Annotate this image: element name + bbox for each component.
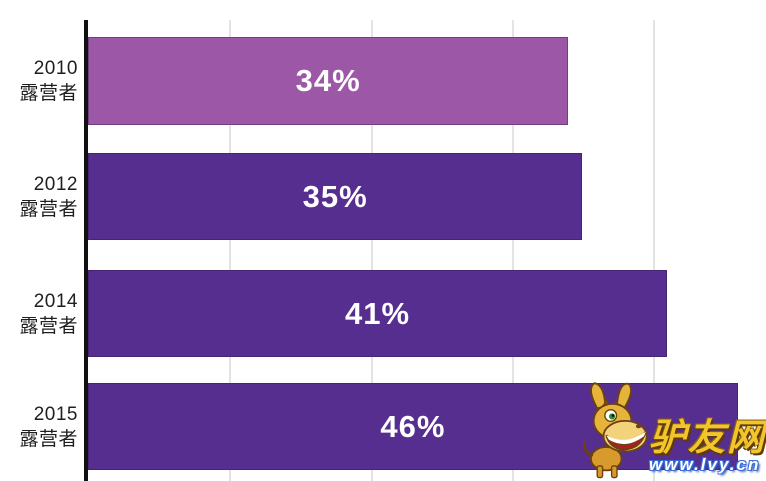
gridline-20pct xyxy=(370,20,373,481)
category-group: 露营者 xyxy=(19,315,78,337)
bar-2012: 35% xyxy=(88,153,583,240)
category-group: 露营者 xyxy=(19,83,78,104)
bar-value-label: 41% xyxy=(345,295,411,331)
category-year: 2012 xyxy=(33,173,78,195)
donkey-mascot-icon xyxy=(582,382,648,479)
bar-value-label: 34% xyxy=(295,63,361,98)
category-label-2012: 2012 露营者 xyxy=(0,153,78,240)
site-name: 驴友网 xyxy=(649,417,766,458)
y-axis-line xyxy=(84,20,88,481)
category-label-2015: 2015 露营者 xyxy=(0,383,78,470)
category-group: 露营者 xyxy=(19,428,78,450)
bar-2014: 41% xyxy=(88,270,668,357)
category-label-2010: 2010 露营者 xyxy=(0,37,78,125)
site-url: www.lvy.cn xyxy=(649,455,761,474)
category-label-2014: 2014 露营者 xyxy=(0,270,78,357)
category-year: 2015 xyxy=(33,403,78,425)
category-group: 露营者 xyxy=(19,198,78,220)
gridline-30pct xyxy=(511,20,514,481)
bar-2010: 34% xyxy=(88,37,569,125)
category-year: 2014 xyxy=(33,290,78,312)
bar-value-label: 46% xyxy=(380,408,446,444)
site-watermark: 驴友网 www.lvy.cn xyxy=(581,379,766,479)
category-year: 2010 xyxy=(33,58,78,79)
gridline-10pct xyxy=(229,20,232,481)
watermark-text: 驴友网 www.lvy.cn xyxy=(649,419,766,479)
bar-value-label: 35% xyxy=(302,178,368,214)
gridline-40pct xyxy=(653,20,655,481)
